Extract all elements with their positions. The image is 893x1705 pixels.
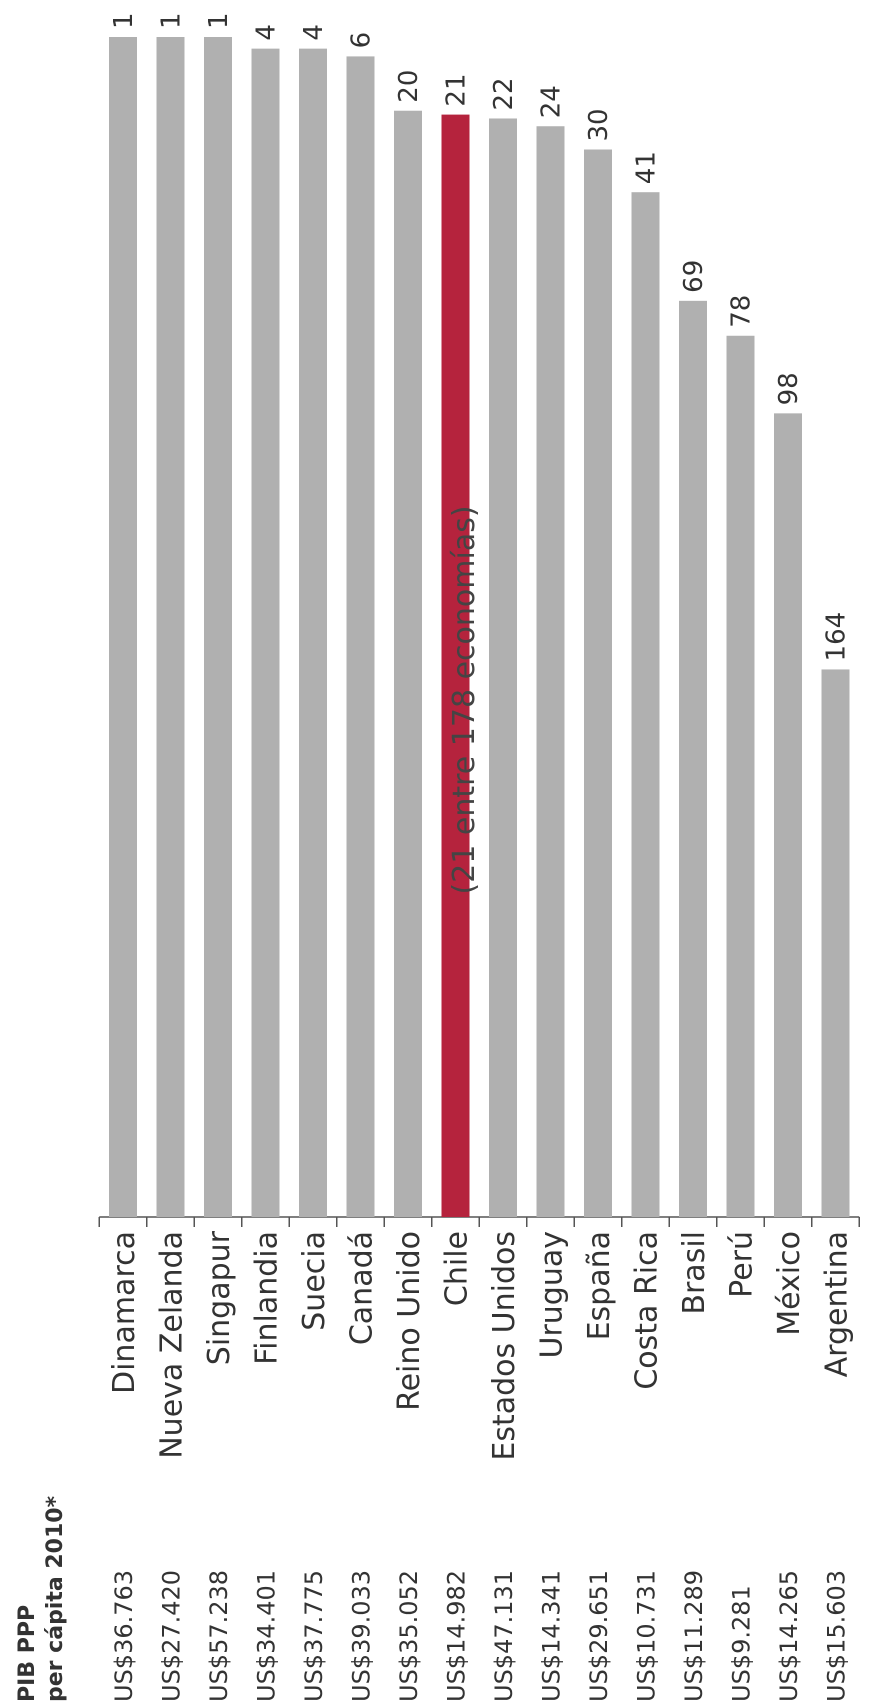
- gdp-label: US$36.763: [110, 1570, 138, 1702]
- bar-brasil: [679, 300, 707, 1218]
- value-label: 1: [109, 12, 139, 29]
- value-label: 21: [442, 74, 472, 107]
- value-label: 1: [204, 12, 234, 29]
- category-label: Nueva Zelanda: [155, 1231, 190, 1459]
- category-label: España: [582, 1231, 617, 1340]
- gdp-label: US$15.603: [823, 1570, 851, 1702]
- gdp-label: US$34.401: [253, 1570, 281, 1702]
- gdp-label: US$29.651: [585, 1570, 613, 1702]
- value-label: 24: [537, 85, 567, 118]
- category-label: Suecia: [297, 1231, 332, 1331]
- category-label: Uruguay: [535, 1231, 570, 1359]
- value-label: 1: [157, 12, 187, 29]
- bar-argentina: [821, 669, 850, 1217]
- bar-singapur: [204, 37, 232, 1217]
- value-label: 4: [299, 24, 329, 41]
- axis-group: [98, 1216, 860, 1227]
- gdp-label: US$39.033: [348, 1570, 376, 1702]
- gdp-label: US$35.052: [395, 1570, 423, 1702]
- category-label: Brasil: [677, 1231, 712, 1315]
- bar-estados-unidos: [489, 118, 517, 1218]
- gdp-label: US$10.731: [633, 1570, 661, 1702]
- category-label: Costa Rica: [630, 1231, 665, 1390]
- value-label: 6: [347, 32, 377, 49]
- value-label: 20: [394, 70, 424, 103]
- gdp-label: US$14.341: [538, 1570, 566, 1702]
- category-label: Finlandia: [250, 1231, 285, 1365]
- value-label: 30: [584, 108, 614, 141]
- chart-title: (21 entre 178 economías): [447, 505, 482, 894]
- bar-finlandia: [251, 48, 280, 1217]
- value-label: 164: [822, 612, 852, 662]
- gdp-label: US$9.281: [728, 1585, 756, 1702]
- bar-perú: [726, 335, 755, 1217]
- gdp-label: US$14.265: [775, 1570, 803, 1702]
- category-label: Reino Unido: [392, 1231, 427, 1411]
- bar-méxico: [774, 413, 802, 1217]
- bar-canadá: [346, 56, 375, 1217]
- category-label: Dinamarca: [107, 1231, 142, 1394]
- category-label: Chile: [440, 1231, 475, 1306]
- bar-españa: [584, 149, 612, 1217]
- category-label: México: [772, 1231, 807, 1336]
- value-label: 41: [632, 151, 662, 184]
- bar-suecia: [299, 48, 327, 1217]
- category-label: Argentina: [820, 1231, 855, 1377]
- gdp-header-line2: per cápita 2010*: [43, 1495, 68, 1702]
- bar-dinamarca: [109, 37, 137, 1217]
- value-label: 78: [727, 295, 757, 328]
- value-label: 4: [252, 24, 282, 41]
- category-label: Perú: [725, 1231, 760, 1298]
- gdp-label: US$27.420: [158, 1570, 186, 1702]
- gdp-header-line1: PIB PPP: [15, 1605, 40, 1702]
- value-label: 98: [774, 372, 804, 405]
- value-label: 69: [679, 260, 709, 293]
- bar-reino-unido: [394, 110, 422, 1218]
- gdp-label: US$57.238: [205, 1570, 233, 1702]
- gdp-label: US$14.982: [443, 1570, 471, 1702]
- labels-group: 1 Dinamarca US$36.763 1 Nueva Zelanda US$27.4…: [107, 12, 855, 1702]
- value-label: 22: [489, 77, 519, 110]
- bars-group: [109, 37, 850, 1218]
- bar-nueva-zelanda: [156, 37, 185, 1217]
- bar-costa-rica: [631, 192, 660, 1218]
- gdp-label: US$11.289: [680, 1570, 708, 1702]
- bar-chile: [441, 114, 470, 1218]
- bar-uruguay: [536, 126, 565, 1218]
- gdp-label: US$37.775: [300, 1570, 328, 1702]
- category-label: Estados Unidos: [487, 1231, 522, 1461]
- gdp-label: US$47.131: [490, 1570, 518, 1702]
- category-label: Singapur: [202, 1230, 237, 1365]
- category-label: Canadá: [345, 1231, 380, 1345]
